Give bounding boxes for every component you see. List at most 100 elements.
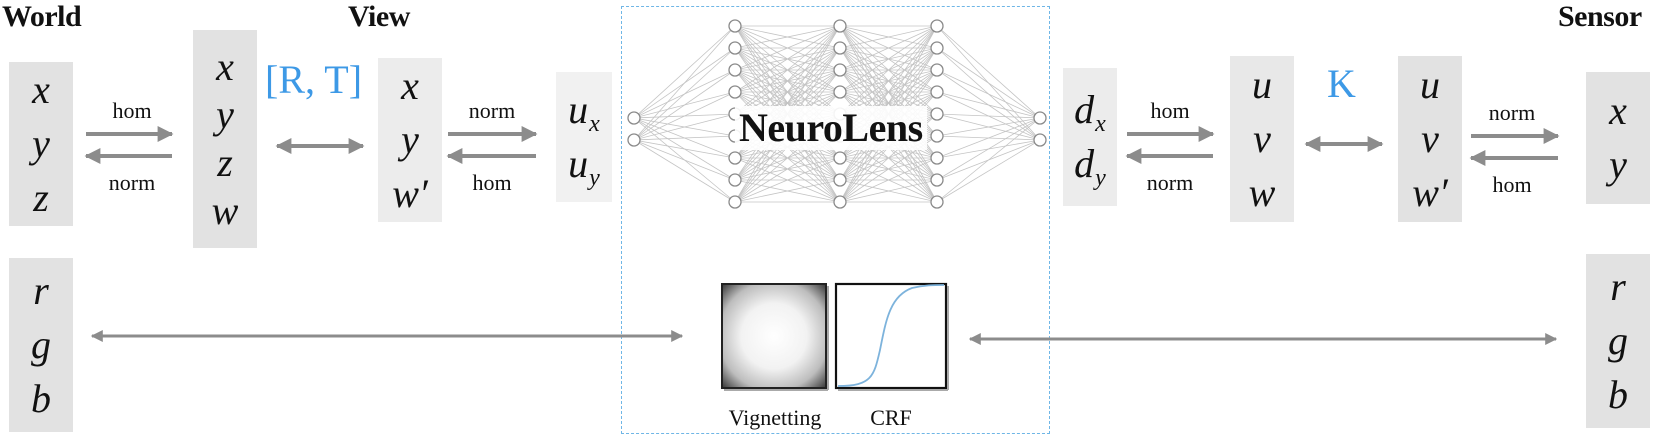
network-edge: [633, 135, 736, 141]
world-x: x: [32, 67, 50, 112]
network-edge: [936, 69, 1041, 119]
homog-y: y: [216, 92, 234, 137]
normalized-u-vector: ux uy: [556, 72, 612, 202]
network-node: [930, 41, 944, 55]
network-edge: [734, 25, 841, 93]
u-y-base: u: [568, 141, 589, 186]
network-node: [930, 85, 944, 99]
network-edge: [936, 25, 1041, 119]
network-node: [728, 19, 742, 33]
world-y: y: [32, 121, 50, 166]
sensor-rgb-vector: r g b: [1586, 254, 1650, 428]
homog-w: w: [211, 188, 239, 233]
network-edge: [734, 25, 841, 115]
network-node: [833, 173, 847, 187]
network-node: [728, 151, 742, 165]
sensor-uvw-prime-vector: u v w′: [1398, 56, 1462, 222]
world-z: z: [33, 175, 49, 220]
network-node: [833, 151, 847, 165]
network-edge: [936, 117, 1041, 137]
norm-label-3: norm: [1146, 170, 1194, 195]
network-node: [930, 195, 944, 209]
d-x-sub: x: [1095, 111, 1106, 137]
world-homogeneous-vector: x y z w: [193, 30, 257, 248]
network-edge: [936, 117, 1041, 203]
network-edge: [936, 47, 1041, 119]
network-node: [627, 133, 641, 147]
network-node: [833, 41, 847, 55]
world-b: b: [31, 376, 51, 421]
sensor-u2: u: [1420, 62, 1440, 107]
crf-label: CRF: [870, 405, 912, 430]
sensor-y: y: [1609, 142, 1627, 187]
sensor-b: b: [1608, 372, 1628, 417]
neurolens-title: NeuroLens: [735, 106, 927, 150]
hom-label-2: hom: [472, 170, 512, 195]
network-edge: [734, 157, 841, 203]
distorted-d-vector: dx dy: [1063, 68, 1117, 206]
network-edge: [936, 117, 1041, 181]
rotation-translation-label: [R, T]: [265, 57, 363, 102]
world-heading: World: [2, 0, 82, 33]
sensor-r: r: [1610, 264, 1626, 309]
sensor-uvw-vector: u v w: [1230, 56, 1294, 222]
u-x-base: u: [568, 87, 589, 132]
u-x-sub: x: [589, 111, 600, 137]
network-node: [728, 63, 742, 77]
network-edge: [734, 25, 841, 71]
network-node: [1033, 133, 1047, 147]
network-edge: [734, 25, 841, 49]
norm-label-4: norm: [1488, 100, 1536, 125]
intrinsics-k-label: K: [1327, 61, 1356, 106]
network-node: [728, 41, 742, 55]
network-node: [833, 63, 847, 77]
world-xyz-vector: x y z: [9, 62, 73, 226]
network-edge: [734, 25, 841, 181]
world-g: g: [31, 322, 51, 367]
network-edge: [633, 47, 736, 141]
network-node: [833, 195, 847, 209]
network-edge: [633, 139, 736, 159]
sensor-w-prime: w′: [1412, 170, 1448, 215]
sensor-x: x: [1609, 88, 1627, 133]
network-edge: [936, 117, 1041, 159]
network-nodes: [627, 19, 1047, 209]
network-node: [833, 19, 847, 33]
network-node: [728, 195, 742, 209]
network-edge: [839, 25, 938, 71]
network-node: [930, 151, 944, 165]
sensor-u: u: [1252, 62, 1272, 107]
network-edge: [839, 179, 938, 203]
network-edge: [839, 25, 938, 181]
network-node: [930, 107, 944, 121]
view-w-prime: w′: [392, 171, 428, 216]
network-edge: [633, 25, 736, 141]
network-edge: [633, 69, 736, 141]
norm-label-1: norm: [108, 170, 156, 195]
network-edge: [633, 113, 736, 141]
sensor-w: w: [1248, 170, 1276, 215]
d-y-base: d: [1074, 141, 1095, 186]
u-y-sub: y: [589, 165, 600, 191]
network-edge: [633, 91, 736, 141]
sensor-v2: v: [1421, 116, 1439, 161]
d-x-base: d: [1074, 87, 1095, 132]
network-node: [930, 173, 944, 187]
sensor-v: v: [1253, 116, 1271, 161]
network-node: [728, 173, 742, 187]
network-node: [833, 85, 847, 99]
sensor-heading: Sensor: [1558, 0, 1642, 33]
view-y: y: [401, 117, 419, 162]
view-vector: x y w′: [378, 58, 442, 222]
network-edge: [936, 113, 1041, 119]
arrow-group: [84, 126, 1560, 166]
network-edge: [633, 25, 736, 119]
d-y-sub: y: [1095, 165, 1106, 191]
view-x: x: [401, 63, 419, 108]
vignetting-image: [721, 283, 827, 389]
hom-label-1: hom: [112, 98, 152, 123]
network-node: [627, 111, 641, 125]
crf-curve: [837, 284, 945, 387]
vignetting-label: Vignetting: [728, 405, 822, 430]
